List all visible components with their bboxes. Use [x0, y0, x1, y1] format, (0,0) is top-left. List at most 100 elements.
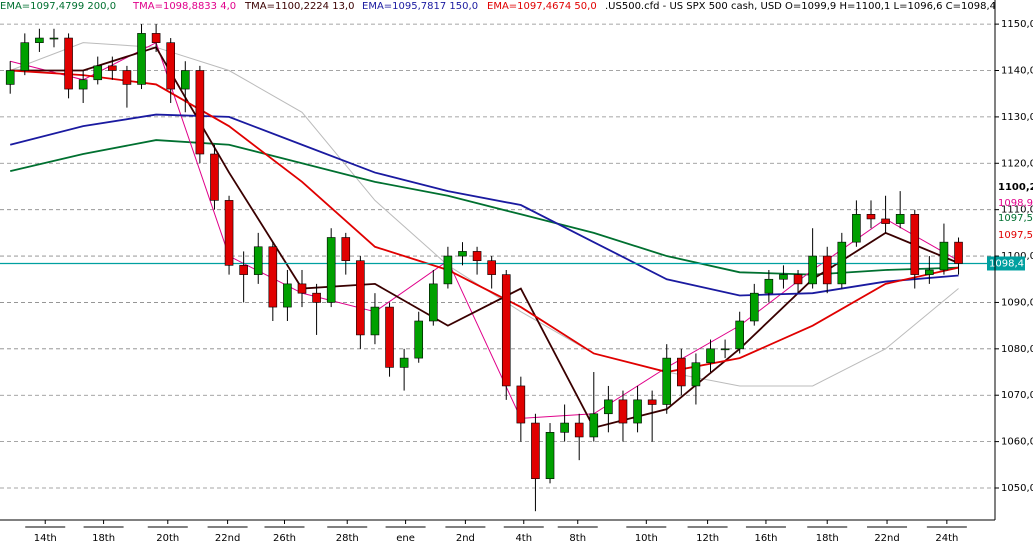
- candle-body: [764, 278, 774, 294]
- candle-body: [49, 37, 59, 40]
- ma-line: [10, 139, 959, 276]
- candle-body: [137, 33, 146, 85]
- candle-body: [910, 214, 920, 275]
- y-tick-label: 1080,0: [1001, 344, 1033, 355]
- candle-body: [78, 79, 88, 90]
- price-box: [987, 256, 1025, 271]
- x-tick-label: 10th: [635, 533, 658, 544]
- candle-body: [5, 70, 15, 85]
- candle-body: [925, 269, 934, 275]
- y-tick-label: 1090,0: [1001, 297, 1033, 308]
- candle-body: [122, 70, 132, 85]
- candle-body: [735, 320, 744, 350]
- x-tick-label: 4th: [515, 533, 532, 544]
- x-tick-label: 26th: [273, 533, 296, 544]
- candle-body: [64, 37, 73, 90]
- price-label: 1098,9: [998, 198, 1033, 209]
- x-tick-label: 2nd: [456, 533, 475, 544]
- candle-body: [414, 320, 424, 359]
- candle-body: [852, 214, 861, 243]
- candle-body: [574, 422, 584, 438]
- price-label: 1097,5: [998, 213, 1033, 224]
- candle-body: [385, 306, 394, 368]
- candle-body: [618, 399, 628, 424]
- candle-body: [93, 65, 103, 81]
- candle-body: [283, 283, 292, 308]
- candle-body: [326, 237, 336, 303]
- candle-body: [399, 357, 409, 368]
- candle-body: [691, 362, 701, 387]
- ma-line: [10, 69, 959, 373]
- price-box-label: 1098,4: [989, 258, 1024, 269]
- legend-entry: TMA=1100,2224 13,0: [244, 1, 354, 12]
- legend-entry: EMA=1097,4799 200,0: [0, 1, 116, 12]
- candle-body: [793, 274, 803, 285]
- candle-body: [720, 348, 730, 351]
- y-tick-label: 1140,0: [1001, 66, 1033, 77]
- candle-body: [647, 399, 657, 405]
- candle-body: [954, 241, 963, 264]
- x-tick-label: 22nd: [874, 533, 899, 544]
- candle-body: [677, 357, 686, 387]
- candle-body: [239, 265, 248, 275]
- candle-body: [356, 260, 365, 336]
- x-tick-label: 28th: [336, 533, 359, 544]
- candle-body: [195, 70, 205, 155]
- candle-body: [443, 255, 453, 285]
- candle-body: [472, 251, 482, 261]
- candle-body: [210, 153, 219, 201]
- y-tick-label: 1130,0: [1001, 112, 1033, 123]
- y-tick-label: 1120,0: [1001, 158, 1033, 169]
- y-tick-label: 1110,0: [1001, 205, 1033, 216]
- candle-body: [706, 348, 715, 364]
- candle-body: [166, 42, 175, 90]
- y-tick-label: 1070,0: [1001, 390, 1033, 401]
- x-tick-label: 22nd: [215, 533, 240, 544]
- ma-line: [9, 113, 959, 297]
- legend-entry: TMA=1098,8833 4,0: [132, 1, 236, 12]
- candle-body: [866, 214, 876, 220]
- candle-body: [895, 214, 905, 224]
- x-tick-label: 18th: [92, 533, 115, 544]
- candle-body: [108, 65, 117, 71]
- candle-body: [589, 413, 599, 438]
- candle-body: [341, 237, 351, 261]
- price-label: 1100,2: [998, 182, 1033, 193]
- x-tick-label: 20th: [156, 533, 179, 544]
- y-tick-label: 1150,0: [1001, 19, 1033, 30]
- candle-body: [268, 246, 278, 308]
- candle-body: [429, 283, 438, 322]
- candle-body: [822, 255, 832, 285]
- candle-body: [487, 260, 496, 275]
- candle-body: [180, 70, 190, 90]
- x-tick-label: 12th: [696, 533, 719, 544]
- candle-body: [881, 218, 890, 224]
- candle-body: [808, 255, 817, 285]
- x-tick-label: 8th: [569, 533, 586, 544]
- legend-entry: EMA=1095,7817 150,0: [362, 1, 478, 12]
- candle-body: [633, 399, 642, 424]
- candle-body: [312, 292, 321, 303]
- x-tick-label: 18th: [816, 533, 839, 544]
- y-tick-label: 1050,0: [1001, 483, 1033, 494]
- candle-body: [35, 37, 44, 43]
- candle-body: [604, 399, 613, 415]
- candle-body: [458, 251, 467, 257]
- candle-body: [297, 283, 307, 294]
- legend-entry: EMA=1097,4674 50,0: [487, 1, 597, 12]
- x-tick-label: ene: [396, 533, 415, 544]
- x-tick-label: 16th: [754, 533, 777, 544]
- candle-body: [779, 274, 788, 280]
- x-tick-label: 24th: [935, 533, 958, 544]
- candle-body: [662, 357, 672, 405]
- candle-body: [560, 422, 569, 433]
- candle-body: [501, 274, 511, 387]
- x-tick-label: 14th: [34, 533, 57, 544]
- price-label: 1097,5: [998, 230, 1033, 241]
- candle-body: [749, 292, 759, 322]
- candle-body: [531, 422, 540, 480]
- candle-body: [837, 241, 847, 285]
- candle-body: [224, 200, 234, 266]
